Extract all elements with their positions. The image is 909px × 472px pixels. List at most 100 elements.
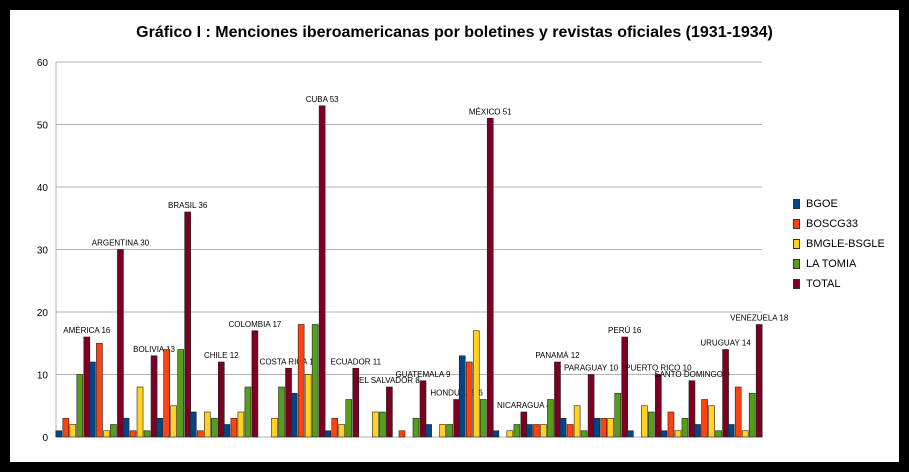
bar xyxy=(734,386,742,438)
y-tick-label: 40 xyxy=(37,183,49,194)
bar xyxy=(587,374,595,438)
bar xyxy=(425,424,432,438)
legend-item: BMGLE-BSGLE xyxy=(793,234,885,254)
chart-title: Gráfico I : Menciones iberoamericanas po… xyxy=(136,24,773,41)
bar xyxy=(465,361,473,438)
data-label: HONDURAS 6 xyxy=(430,389,483,398)
bar xyxy=(136,386,144,438)
bar xyxy=(237,411,245,438)
bar xyxy=(667,411,675,438)
bar xyxy=(122,417,130,438)
bar xyxy=(547,399,554,438)
bar xyxy=(688,380,696,438)
bar xyxy=(593,417,601,438)
bar xyxy=(230,417,238,438)
bar xyxy=(163,349,170,438)
bar xyxy=(69,424,77,438)
legend-swatch xyxy=(793,279,800,289)
bar xyxy=(297,324,305,438)
bar xyxy=(439,424,446,438)
data-label: URUGUAY 14 xyxy=(700,339,751,348)
bar xyxy=(741,430,749,438)
bar xyxy=(701,399,708,438)
legend-swatch xyxy=(793,199,800,209)
data-label: EL SALVADOR 8 xyxy=(359,376,420,385)
bar xyxy=(103,430,110,438)
legend-label: BMGLE-BSGLE xyxy=(806,238,885,250)
y-tick-label: 30 xyxy=(37,246,49,257)
y-tick-label: 50 xyxy=(37,121,49,132)
y-tick-label: 10 xyxy=(37,371,49,382)
bar xyxy=(338,424,346,438)
bar xyxy=(210,417,218,438)
data-label: MÉXICO 51 xyxy=(469,107,512,116)
bar xyxy=(83,336,91,438)
bar xyxy=(526,424,533,438)
bar xyxy=(278,386,285,438)
legend-label: TOTAL xyxy=(806,278,841,290)
bar xyxy=(655,374,662,438)
data-label: GUATEMALA 9 xyxy=(396,370,452,379)
bar xyxy=(607,417,615,438)
bar xyxy=(96,342,103,438)
bar xyxy=(674,430,682,438)
bar xyxy=(304,374,312,438)
bar xyxy=(479,399,487,438)
data-label: NICARAGUA 4 xyxy=(497,401,551,410)
bar xyxy=(722,349,729,438)
bar xyxy=(708,405,715,438)
y-tick-label: 0 xyxy=(42,433,48,444)
legend-swatch xyxy=(793,259,800,269)
bar xyxy=(217,361,225,438)
bar xyxy=(554,361,561,438)
bar xyxy=(177,349,184,438)
bar xyxy=(540,424,547,438)
bar xyxy=(419,380,427,438)
data-label: ARGENTINA 30 xyxy=(92,239,150,248)
bar xyxy=(580,430,588,438)
data-label: COLOMBIA 17 xyxy=(228,320,281,329)
bar xyxy=(486,117,494,438)
bar xyxy=(89,361,96,438)
data-label: COSTA RICA 11 xyxy=(260,357,318,366)
bar xyxy=(170,405,177,438)
legend-item: BGOE xyxy=(793,194,885,214)
data-label: SANTO DOMINGO 9 xyxy=(654,370,730,379)
legend-item: BOSCG33 xyxy=(793,214,885,234)
y-tick-label: 20 xyxy=(37,308,49,319)
bar xyxy=(559,417,567,438)
data-label: PANAMÁ 12 xyxy=(535,351,580,360)
bar xyxy=(271,417,278,438)
data-label: CHILE 12 xyxy=(204,351,239,360)
data-label: ECUADOR 11 xyxy=(330,357,381,366)
bar xyxy=(62,417,70,438)
bar xyxy=(318,105,326,438)
legend-swatch xyxy=(793,239,800,249)
y-tick-label: 60 xyxy=(37,58,49,69)
bar xyxy=(492,430,500,438)
bar xyxy=(196,430,204,438)
bar xyxy=(331,417,339,438)
legend: BGOE BOSCG33 BMGLE-BSGLE LA TOMIA TOTAL xyxy=(793,194,885,294)
legend-item: TOTAL xyxy=(793,274,885,294)
chart-frame: Gráfico I : Menciones iberoamericanas po… xyxy=(8,8,901,464)
data-label: PARAGUAY 10 xyxy=(564,364,619,373)
bar xyxy=(223,424,231,438)
bar xyxy=(715,430,722,438)
bar xyxy=(506,430,514,438)
bar xyxy=(513,424,521,438)
bar xyxy=(372,411,379,438)
legend-label: BGOE xyxy=(806,198,838,210)
data-label: VENEZUELA 18 xyxy=(730,314,789,323)
bar xyxy=(150,355,158,438)
bar xyxy=(533,424,540,438)
bar xyxy=(345,399,353,438)
data-label: CUBA 53 xyxy=(306,95,339,104)
bar xyxy=(446,424,453,438)
bar xyxy=(251,330,259,438)
bar xyxy=(694,424,701,438)
bar xyxy=(748,392,756,438)
legend-label: BOSCG33 xyxy=(806,218,858,230)
bar xyxy=(412,417,420,438)
bar xyxy=(727,424,735,438)
